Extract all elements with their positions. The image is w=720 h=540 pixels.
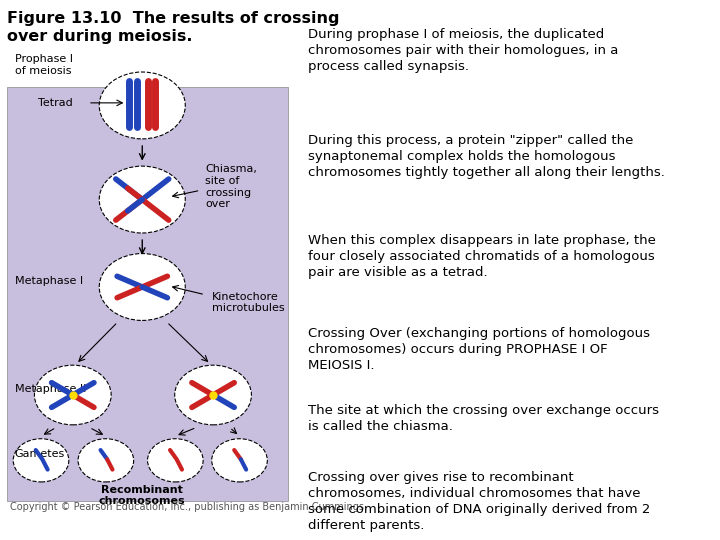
Text: Recombinant
chromosomes: Recombinant chromosomes — [99, 484, 186, 506]
Text: During this process, a protein "zipper" called the
synaptonemal complex holds th: During this process, a protein "zipper" … — [307, 134, 665, 179]
Text: Tetrad: Tetrad — [38, 98, 73, 108]
Circle shape — [78, 438, 134, 482]
FancyBboxPatch shape — [6, 87, 288, 502]
Circle shape — [175, 365, 251, 425]
Circle shape — [35, 365, 111, 425]
Text: When this complex disappears in late prophase, the
four closely associated chrom: When this complex disappears in late pro… — [307, 234, 655, 279]
Text: Copyright © Pearson Education, Inc., publishing as Benjamin Cummings.: Copyright © Pearson Education, Inc., pub… — [10, 502, 367, 512]
Text: Chiasma,
site of
crossing
over: Chiasma, site of crossing over — [205, 164, 257, 209]
Text: The site at which the crossing over exchange occurs
is called the chiasma.: The site at which the crossing over exch… — [307, 404, 659, 433]
Text: Metaphase II: Metaphase II — [14, 384, 86, 394]
Text: Gametes: Gametes — [14, 449, 65, 459]
Circle shape — [99, 166, 185, 233]
Text: Prophase I
of meiosis: Prophase I of meiosis — [14, 54, 73, 76]
Circle shape — [99, 254, 185, 320]
Text: Kinetochore
microtubules: Kinetochore microtubules — [212, 292, 284, 313]
Circle shape — [13, 438, 69, 482]
Circle shape — [212, 438, 267, 482]
Circle shape — [99, 72, 185, 139]
Text: Metaphase I: Metaphase I — [14, 276, 83, 286]
Text: Crossing Over (exchanging portions of homologous
chromosomes) occurs during PROP: Crossing Over (exchanging portions of ho… — [307, 327, 649, 372]
Text: Crossing over gives rise to recombinant
chromosomes, individual chromosomes that: Crossing over gives rise to recombinant … — [307, 471, 650, 531]
Circle shape — [148, 438, 203, 482]
Text: Figure 13.10  The results of crossing
over during meiosis.: Figure 13.10 The results of crossing ove… — [6, 11, 339, 44]
Text: During prophase I of meiosis, the duplicated
chromosomes pair with their homolog: During prophase I of meiosis, the duplic… — [307, 28, 618, 73]
